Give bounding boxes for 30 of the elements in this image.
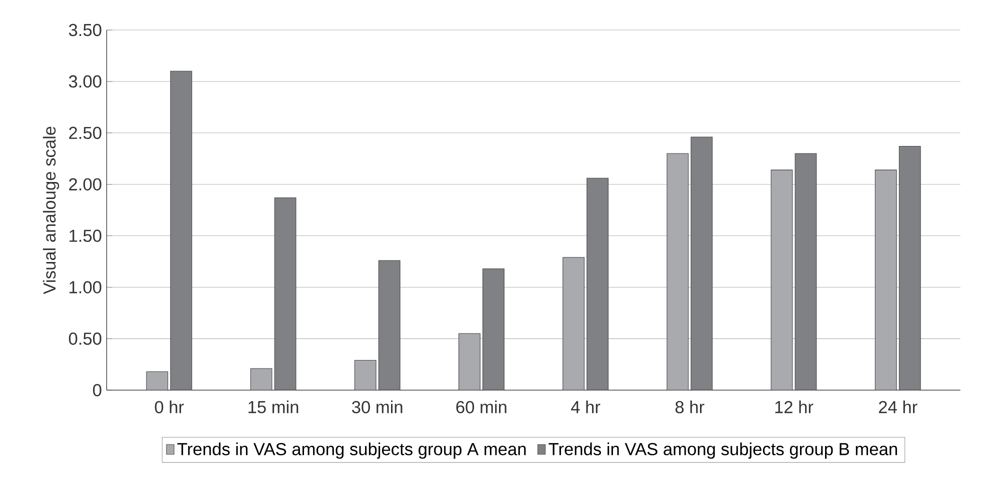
y-tick-label: 2.50 <box>69 126 102 139</box>
y-axis-title: Visual analouge scale <box>42 126 60 294</box>
x-tick-label: 60 min <box>456 400 506 414</box>
bar <box>378 260 400 390</box>
y-tick-label: 1.00 <box>70 281 102 294</box>
bar <box>898 146 921 390</box>
x-tick-label: 30 min <box>352 400 402 414</box>
bar <box>354 360 376 390</box>
x-tick-label: 8 hr <box>675 400 704 414</box>
y-tick-label: 3.00 <box>68 75 102 88</box>
bar <box>274 197 296 390</box>
x-tick-label: 24 hr <box>878 400 918 414</box>
y-tick-label: 2.00 <box>69 178 102 190</box>
y-tick-label: 1.50 <box>70 230 102 242</box>
y-tick-label: 3.50 <box>68 24 102 36</box>
bar <box>690 136 713 390</box>
bar <box>250 368 272 390</box>
bar <box>482 268 504 390</box>
legend-label: Trends in VAS among subjects group A mean <box>177 442 526 459</box>
y-tick-label: 0.50 <box>68 332 102 345</box>
bar <box>170 70 192 390</box>
x-tick-label: 12 hr <box>775 400 814 414</box>
bar <box>586 178 609 390</box>
x-tick-label: 0 hr <box>154 400 184 414</box>
x-tick-label: 15 min <box>248 400 298 414</box>
bar <box>146 371 168 390</box>
y-tick-label: 0 <box>93 384 102 396</box>
x-tick-label: 4 hr <box>571 400 600 414</box>
legend-label: Trends in VAS among subjects group B mean <box>548 442 897 459</box>
bar <box>794 153 817 390</box>
